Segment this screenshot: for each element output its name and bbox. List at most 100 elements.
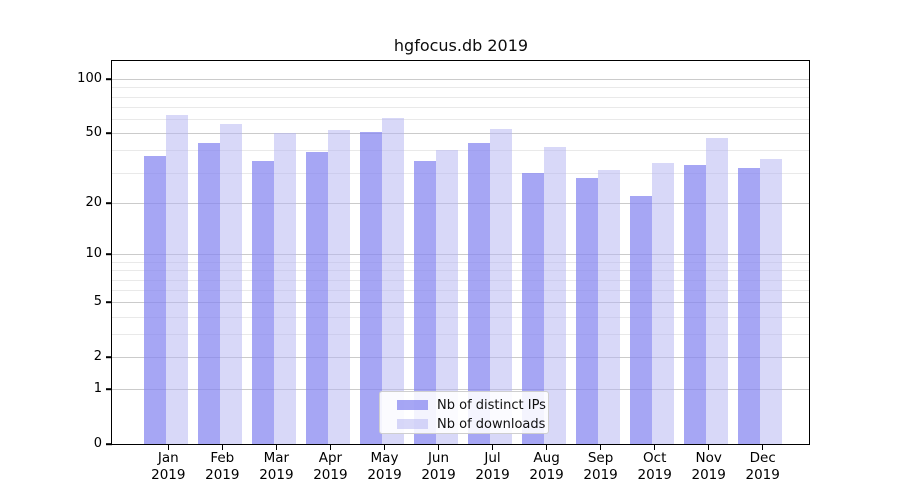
minor-gridline <box>112 96 810 98</box>
bar-oct-downloads <box>652 162 675 444</box>
x-tick-label: Nov 2019 <box>676 450 742 484</box>
x-tick-year: 2019 <box>421 467 456 483</box>
minor-gridline <box>112 270 810 272</box>
bar-may-downloads <box>382 117 404 444</box>
x-tick-mark <box>653 444 656 450</box>
x-tick-year: 2019 <box>367 467 402 483</box>
bar-sep-distinct-ips <box>576 177 599 444</box>
x-tick-year: 2019 <box>583 467 618 483</box>
bar-nov-distinct-ips <box>684 165 707 444</box>
x-tick-month: Jul <box>484 450 501 466</box>
x-tick-label: Jun 2019 <box>406 450 472 484</box>
x-tick-label: May 2019 <box>352 450 418 484</box>
x-tick-year: 2019 <box>691 467 726 483</box>
x-tick-month: Dec <box>749 450 776 466</box>
legend: Nb of distinct IPs Nb of downloads <box>379 391 549 434</box>
x-tick-label: Aug 2019 <box>514 450 580 484</box>
x-tick-mark <box>707 444 710 450</box>
x-tick-mark <box>761 444 764 450</box>
bar-apr-distinct-ips <box>305 152 328 444</box>
x-tick-mark <box>437 444 440 450</box>
x-tick-month: Sep <box>587 450 614 466</box>
x-tick-mark <box>599 444 602 450</box>
bar-jan-distinct-ips <box>143 156 166 444</box>
bar-may-distinct-ips <box>360 131 382 444</box>
bar-mar-downloads <box>273 133 296 444</box>
x-tick-year: 2019 <box>151 467 186 483</box>
chart-title: hgfocus.db 2019 <box>393 36 529 55</box>
y-tick-mark <box>106 253 112 256</box>
major-gridline <box>112 389 810 391</box>
x-tick-month: May <box>370 450 399 466</box>
x-tick-mark <box>545 444 548 450</box>
x-tick-label: Sep 2019 <box>568 450 634 484</box>
x-tick-label: Oct 2019 <box>622 450 688 484</box>
bar-jan-downloads <box>165 115 188 444</box>
x-tick-label: Jan 2019 <box>135 450 201 484</box>
x-tick-mark <box>221 444 224 450</box>
bar-sep-downloads <box>598 170 621 444</box>
y-tick-mark <box>106 443 112 445</box>
x-tick-mark <box>167 444 170 450</box>
bar-jul-downloads <box>490 128 512 444</box>
x-tick-year: 2019 <box>637 467 672 483</box>
minor-gridline <box>112 172 810 174</box>
x-tick-label: Feb 2019 <box>189 450 255 484</box>
bar-jun-downloads <box>436 150 458 444</box>
bar-aug-distinct-ips <box>522 172 545 444</box>
major-gridline <box>112 79 810 81</box>
minor-gridline <box>112 334 810 336</box>
x-tick-label: Apr 2019 <box>297 450 363 484</box>
major-gridline <box>112 254 810 256</box>
x-tick-mark <box>275 444 278 450</box>
y-tick-mark <box>106 132 112 134</box>
x-tick-year: 2019 <box>529 467 564 483</box>
bar-apr-downloads <box>327 130 350 444</box>
x-tick-label: Dec 2019 <box>730 450 796 484</box>
y-tick-mark <box>106 301 112 304</box>
y-tick-mark <box>106 202 112 205</box>
x-tick-year: 2019 <box>313 467 348 483</box>
x-tick-label: Jul 2019 <box>460 450 526 484</box>
x-tick-month: Jun <box>427 450 450 466</box>
legend-item-distinct-ips: Nb of distinct IPs <box>397 396 548 414</box>
y-tick-label: 1 <box>93 381 102 397</box>
y-tick-mark <box>106 78 112 80</box>
minor-gridline <box>112 261 810 263</box>
x-tick-month: Apr <box>318 450 343 466</box>
x-tick-month: Mar <box>263 450 290 466</box>
x-tick-year: 2019 <box>745 467 780 483</box>
x-tick-label: Mar 2019 <box>243 450 309 484</box>
x-tick-year: 2019 <box>475 467 510 483</box>
y-tick-label: 0 <box>93 436 102 451</box>
y-tick-label: 10 <box>85 246 102 262</box>
bar-jun-distinct-ips <box>414 160 436 444</box>
bar-jul-distinct-ips <box>468 143 490 444</box>
x-tick-year: 2019 <box>205 467 240 483</box>
x-tick-month: Jan <box>157 450 179 466</box>
x-tick-month: Feb <box>210 450 235 466</box>
bar-dec-distinct-ips <box>738 167 761 444</box>
legend-label-distinct-ips: Nb of distinct IPs <box>437 397 546 413</box>
legend-label-downloads: Nb of downloads <box>437 416 546 432</box>
y-tick-label: 50 <box>85 125 102 141</box>
legend-swatch-downloads <box>397 419 428 429</box>
bar-mar-distinct-ips <box>251 160 274 444</box>
x-tick-mark <box>383 444 386 450</box>
y-tick-label: 20 <box>85 195 102 211</box>
major-gridline <box>112 133 810 135</box>
bar-dec-downloads <box>760 158 783 444</box>
y-tick-mark <box>106 356 112 358</box>
x-tick-mark <box>329 444 332 450</box>
bar-oct-distinct-ips <box>630 196 653 444</box>
y-tick-label: 100 <box>77 71 102 87</box>
legend-swatch-distinct-ips <box>397 400 428 410</box>
major-gridline <box>112 302 810 304</box>
y-tick-label: 2 <box>93 349 102 365</box>
y-tick-mark <box>106 388 112 390</box>
